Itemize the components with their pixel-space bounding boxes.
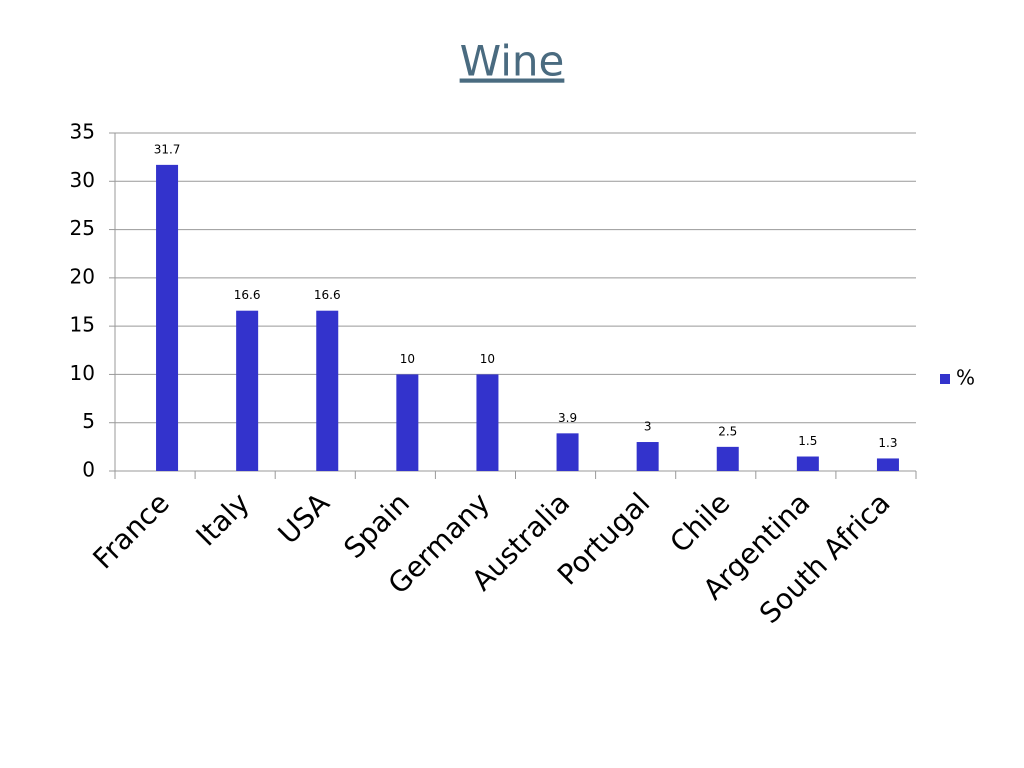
bar [396,374,419,471]
data-label: 3 [644,420,652,434]
bar [236,310,259,471]
y-tick-label: 35 [70,120,95,144]
y-tick-label: 30 [70,168,95,192]
y-tick-label: 5 [82,409,95,433]
bar [636,442,659,471]
chart-title: Wine [460,37,565,86]
data-label: 31.7 [154,142,181,156]
bar [316,310,339,471]
data-label: 1.3 [878,436,897,450]
data-label: 10 [400,352,415,366]
bar [556,433,579,471]
x-tick-label: France [87,486,176,575]
data-label: 1.5 [798,434,817,448]
bar [716,446,739,471]
y-tick-label: 10 [70,361,95,385]
data-label: 2.5 [718,424,737,438]
data-label: 10 [480,352,495,366]
legend-label: % [956,366,975,390]
bar [796,456,819,471]
x-tick-label: Italy [190,486,256,552]
bar [876,458,899,471]
x-tick-label: USA [272,486,336,550]
data-label: 3.9 [558,411,577,425]
y-tick-label: 20 [70,264,95,288]
y-tick-label: 0 [82,458,95,482]
data-label: 16.6 [314,288,341,302]
x-tick-label: Chile [664,486,737,559]
bar [156,164,179,471]
y-tick-label: 15 [70,313,95,337]
data-label: 16.6 [234,288,261,302]
y-tick-label: 25 [70,216,95,240]
bar [476,374,499,471]
x-tick-label: Spain [337,486,416,565]
legend-swatch [940,374,950,384]
